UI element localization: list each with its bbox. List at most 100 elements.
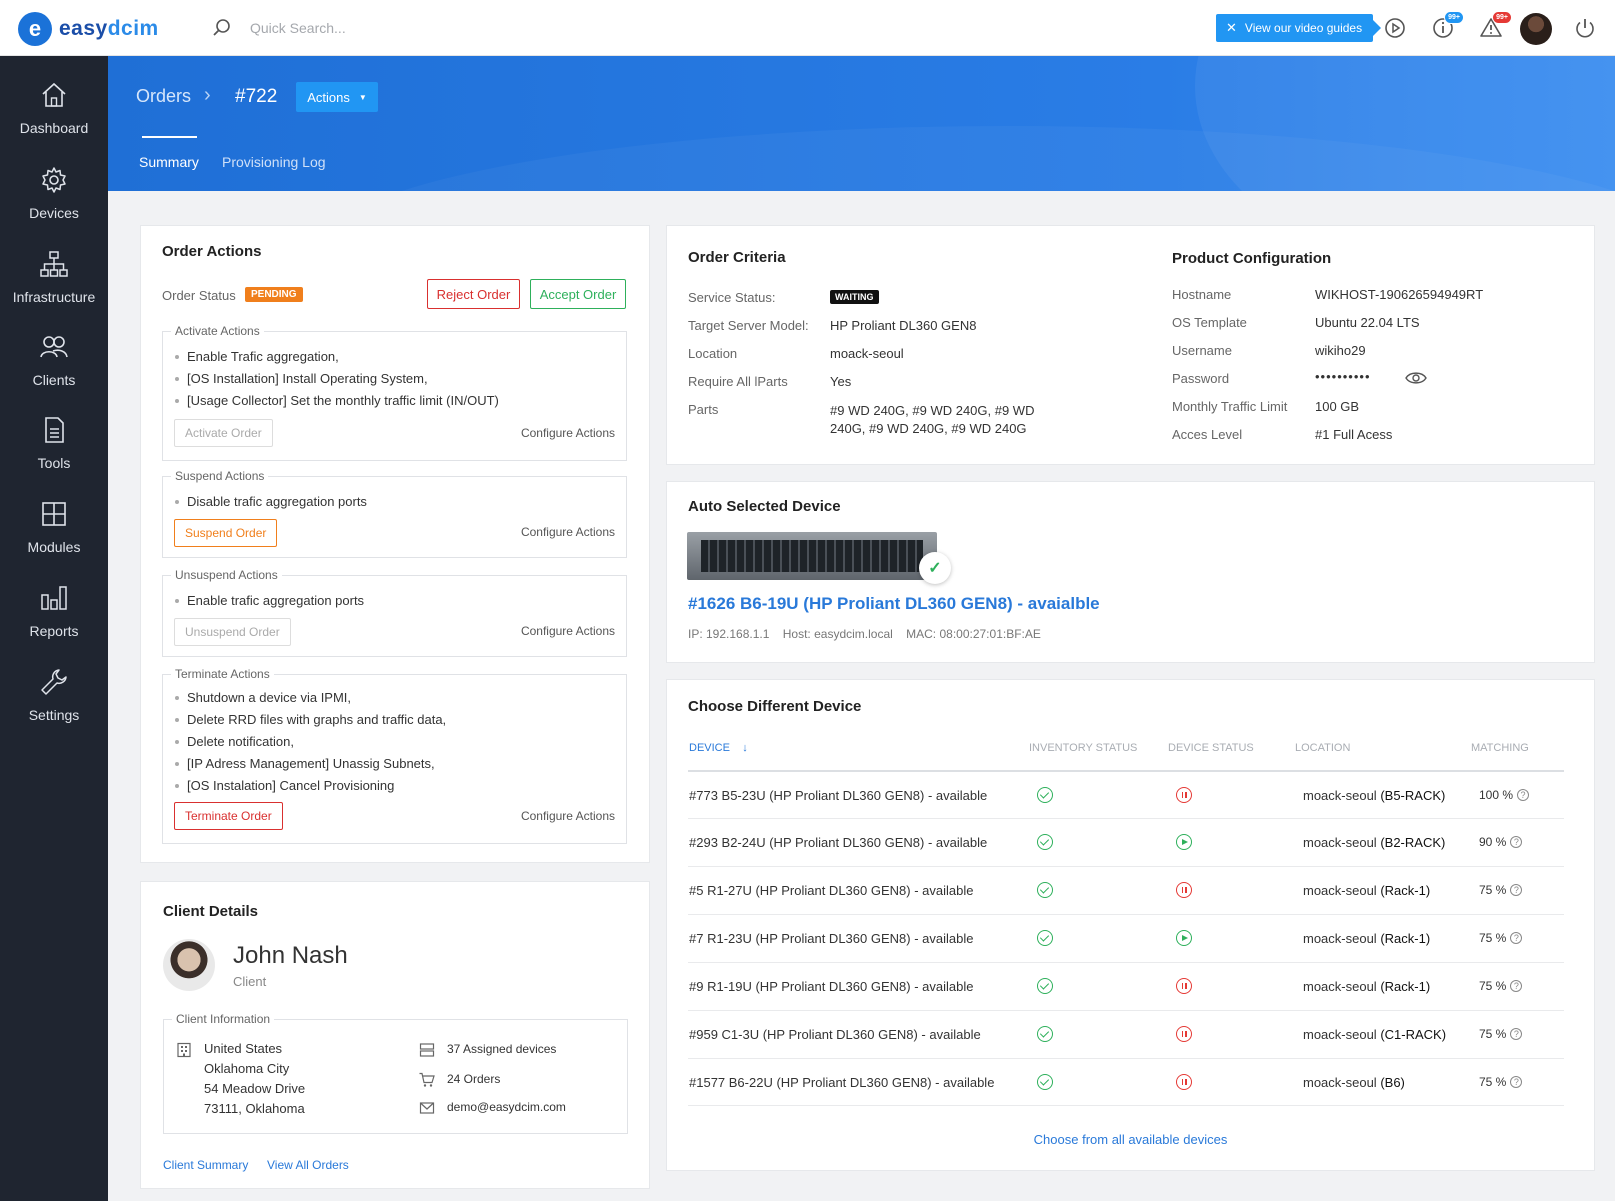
- logo-text-b: dcim: [107, 17, 159, 40]
- sidebar-item-modules[interactable]: Modules: [0, 499, 108, 583]
- actions-dropdown-button[interactable]: Actions ▼: [296, 82, 378, 112]
- column-header-device-status[interactable]: DEVICE STATUS: [1168, 742, 1254, 754]
- config-label: Acces Level: [1172, 427, 1243, 442]
- check-icon: ✓: [919, 552, 951, 584]
- column-header-location[interactable]: LOCATION: [1295, 742, 1351, 754]
- close-icon[interactable]: ✕: [1226, 20, 1237, 35]
- table-row[interactable]: #773 B5-23U (HP Proliant DL360 GEN8) - a…: [688, 770, 1564, 818]
- choose-all-devices-link[interactable]: Choose from all available devices: [1033, 1132, 1228, 1147]
- table-row[interactable]: #7 R1-23U (HP Proliant DL360 GEN8) - ava…: [688, 914, 1564, 962]
- table-row[interactable]: #293 B2-24U (HP Proliant DL360 GEN8) - a…: [688, 818, 1564, 866]
- pause-circle-icon: [1176, 978, 1192, 994]
- breadcrumb-orders[interactable]: Orders: [136, 86, 192, 106]
- location-rack: (B5-RACK): [1380, 788, 1446, 803]
- device-cell[interactable]: #959 C1-3U (HP Proliant DL360 GEN8) - av…: [689, 1027, 981, 1042]
- column-header-inventory-status[interactable]: INVENTORY STATUS: [1029, 742, 1138, 754]
- sidebar-item-dashboard[interactable]: Dashboard: [0, 80, 108, 164]
- matching-cell: 75 %?: [1479, 1027, 1523, 1041]
- sidebar-item-infrastructure[interactable]: Infrastructure: [0, 249, 108, 333]
- table-row[interactable]: #959 C1-3U (HP Proliant DL360 GEN8) - av…: [688, 1010, 1564, 1058]
- user-avatar[interactable]: [1520, 13, 1552, 45]
- table-row[interactable]: #5 R1-27U (HP Proliant DL360 GEN8) - ava…: [688, 866, 1564, 914]
- view-all-orders-link[interactable]: View All Orders: [267, 1158, 349, 1172]
- sidebar-item-tools[interactable]: Tools: [0, 415, 108, 499]
- check-circle-icon: [1037, 882, 1053, 898]
- sidebar-item-settings[interactable]: Settings: [0, 667, 108, 751]
- sidebar-item-clients[interactable]: Clients: [0, 332, 108, 416]
- video-guides-button[interactable]: ✕ View our video guides: [1216, 14, 1381, 42]
- client-summary-link[interactable]: Client Summary: [163, 1158, 249, 1172]
- logo[interactable]: e easydcim: [18, 12, 159, 46]
- tab-provisioning-log[interactable]: Provisioning Log: [222, 154, 326, 170]
- client-email[interactable]: demo@easydcim.com: [447, 1100, 566, 1114]
- device-cell[interactable]: #773 B5-23U (HP Proliant DL360 GEN8) - a…: [689, 788, 988, 803]
- sidebar-item-label: Dashboard: [19, 120, 89, 136]
- device-cell[interactable]: #9 R1-19U (HP Proliant DL360 GEN8) - ava…: [689, 979, 974, 994]
- eye-icon[interactable]: [1405, 370, 1427, 386]
- config-label: Hostname: [1172, 287, 1232, 302]
- sort-arrow-icon: ↓: [742, 742, 748, 754]
- address-line: Oklahoma City: [204, 1061, 290, 1076]
- terminate-actions-group: Terminate Actions Shutdown a device via …: [162, 667, 627, 844]
- terminate-order-button[interactable]: Terminate Order: [174, 802, 283, 830]
- help-icon[interactable]: ?: [1510, 836, 1523, 848]
- card-title: Choose Different Device: [688, 698, 862, 715]
- sidebar-item-label: Clients: [32, 372, 76, 388]
- client-name: John Nash: [233, 942, 348, 969]
- help-icon[interactable]: ?: [1510, 1076, 1523, 1088]
- match-value: 75 %: [1479, 979, 1507, 993]
- sidebar-item-reports[interactable]: Reports: [0, 583, 108, 667]
- search-icon[interactable]: [212, 18, 232, 38]
- alert-badge: 99+: [1492, 11, 1512, 24]
- sidebar-item-devices[interactable]: Devices: [0, 165, 108, 249]
- device-cell[interactable]: #7 R1-23U (HP Proliant DL360 GEN8) - ava…: [689, 931, 974, 946]
- tab-summary[interactable]: Summary: [139, 154, 199, 170]
- help-icon[interactable]: ?: [1517, 789, 1530, 801]
- play-circle-icon[interactable]: [1383, 16, 1407, 40]
- alerts-button[interactable]: 99+: [1479, 11, 1512, 40]
- envelope-icon: [419, 1102, 435, 1114]
- configure-actions-link[interactable]: Configure Actions: [520, 525, 615, 539]
- device-cell[interactable]: #1577 B6-22U (HP Proliant DL360 GEN8) - …: [689, 1075, 995, 1090]
- location-rack: (Rack-1): [1380, 883, 1431, 898]
- actions-label: Actions: [307, 89, 350, 105]
- column-header-matching[interactable]: MATCHING: [1471, 742, 1529, 754]
- list-item: [Usage Collector] Set the monthly traffi…: [175, 393, 499, 408]
- suspend-order-button[interactable]: Suspend Order: [174, 519, 278, 547]
- config-label: OS Template: [1172, 315, 1247, 330]
- match-value: 75 %: [1479, 883, 1507, 897]
- device-cell[interactable]: #5 R1-27U (HP Proliant DL360 GEN8) - ava…: [689, 883, 974, 898]
- logo-mark: e: [18, 12, 52, 46]
- configure-actions-link[interactable]: Configure Actions: [520, 809, 615, 823]
- location-cell: moack-seoul (Rack-1): [1303, 883, 1430, 898]
- help-icon[interactable]: ?: [1510, 932, 1523, 944]
- match-value: 100 %: [1479, 788, 1514, 802]
- page-title: #722: [235, 86, 278, 107]
- power-icon[interactable]: [1573, 16, 1597, 40]
- top-bar: e easydcim ✕ View our video guides 99+ 99…: [0, 0, 1615, 56]
- table-row[interactable]: #1577 B6-22U (HP Proliant DL360 GEN8) - …: [688, 1058, 1564, 1106]
- accept-order-button[interactable]: Accept Order: [530, 279, 626, 309]
- configure-actions-link[interactable]: Configure Actions: [520, 624, 615, 638]
- match-value: 75 %: [1479, 1075, 1507, 1089]
- help-icon[interactable]: ?: [1510, 1028, 1523, 1040]
- selected-device-link[interactable]: #1626 B6-19U (HP Proliant DL360 GEN8) - …: [688, 594, 1100, 613]
- table-row[interactable]: #9 R1-19U (HP Proliant DL360 GEN8) - ava…: [688, 962, 1564, 1010]
- info-button[interactable]: 99+: [1431, 11, 1464, 40]
- config-value: WIKHOST-190626594949RT: [1315, 287, 1484, 302]
- help-icon[interactable]: ?: [1510, 980, 1523, 992]
- document-icon: [45, 417, 64, 443]
- config-label: Username: [1172, 343, 1232, 358]
- search-input[interactable]: [250, 17, 550, 39]
- device-cell[interactable]: #293 B2-24U (HP Proliant DL360 GEN8) - a…: [689, 835, 988, 850]
- help-icon[interactable]: ?: [1510, 884, 1523, 896]
- activate-order-button[interactable]: Activate Order: [174, 419, 273, 447]
- group-legend: Terminate Actions: [171, 667, 274, 681]
- unsuspend-order-button[interactable]: Unsuspend Order: [174, 618, 291, 646]
- grid-icon: [42, 502, 66, 526]
- reject-order-button[interactable]: Reject Order: [427, 279, 520, 309]
- configure-actions-link[interactable]: Configure Actions: [520, 426, 615, 440]
- server-image: [687, 532, 937, 580]
- list-item: [OS Instalation] Cancel Provisioning: [175, 778, 394, 793]
- column-header-device[interactable]: DEVICE ↓: [689, 742, 748, 754]
